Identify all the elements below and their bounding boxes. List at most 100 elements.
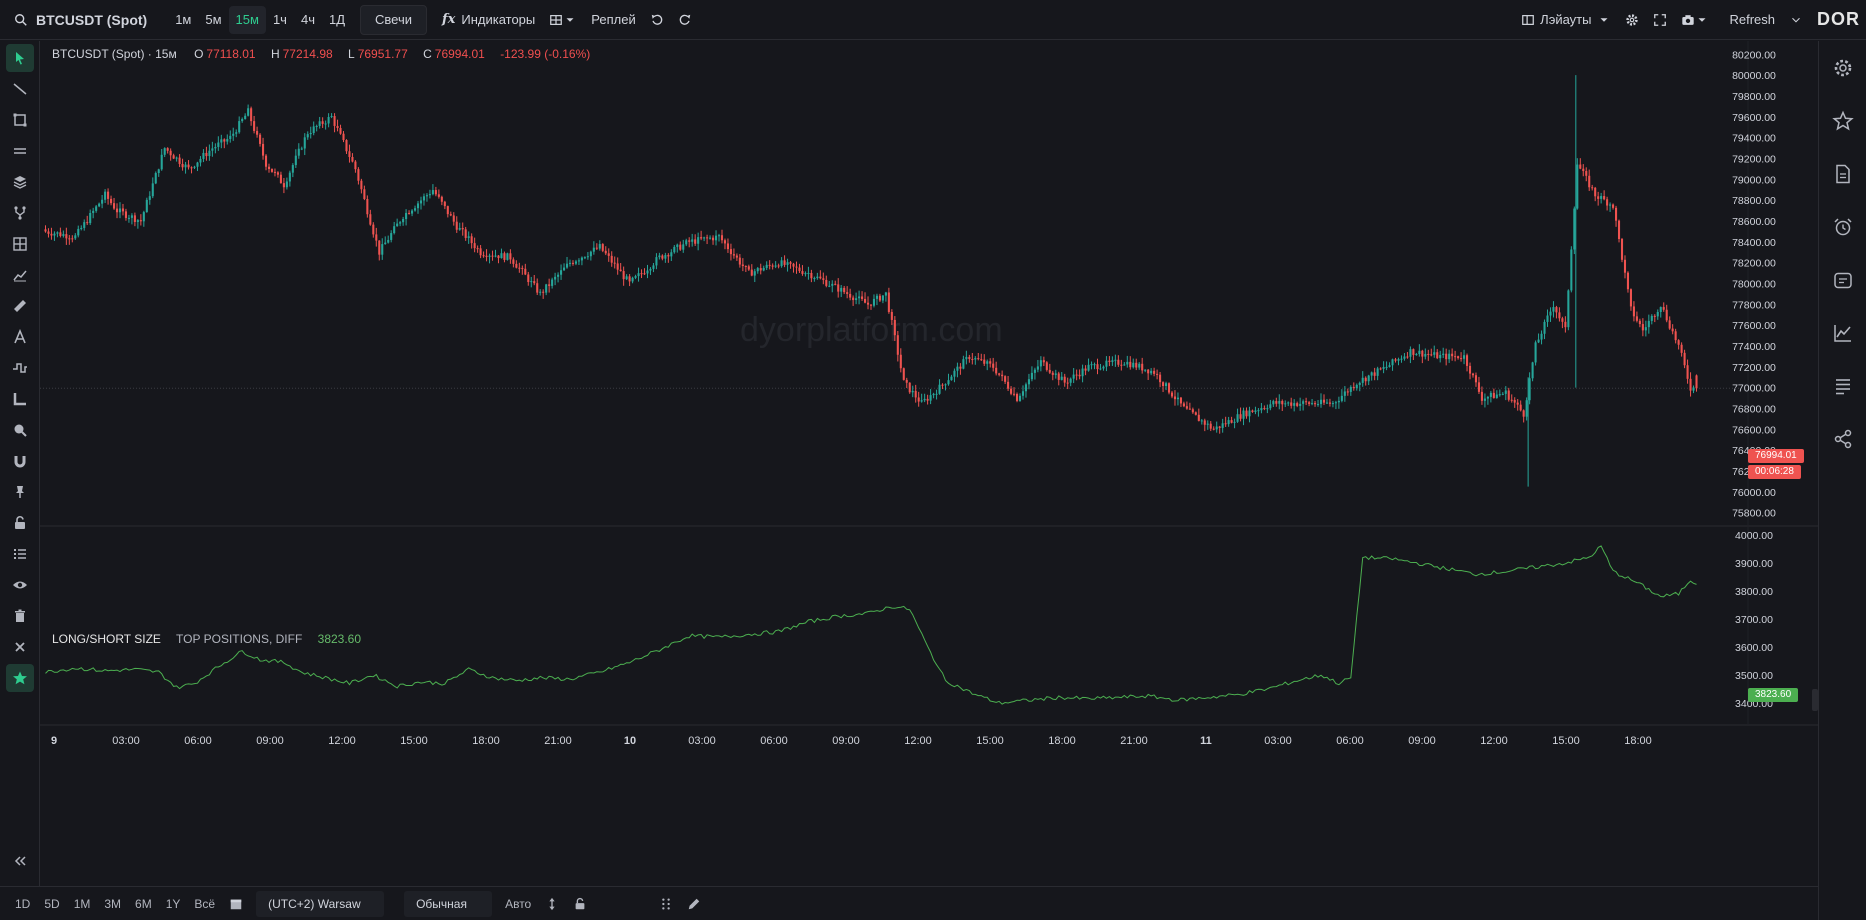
candle-body [1033, 369, 1036, 373]
candle-body [1224, 423, 1227, 425]
range-1y[interactable]: 1Y [165, 896, 181, 911]
candle-body [908, 382, 911, 393]
timeframe-15m[interactable]: 15м [228, 5, 266, 34]
candle-body [899, 354, 902, 369]
templates-button[interactable] [542, 6, 584, 34]
candle-body [694, 239, 697, 244]
candle-body [1680, 344, 1683, 353]
cursor-tool[interactable] [6, 44, 34, 72]
zoom-tool[interactable] [6, 416, 34, 444]
candle-body [187, 164, 190, 168]
collapse-toolbar[interactable] [6, 847, 34, 875]
undo-button[interactable] [643, 6, 671, 34]
candle-body [1066, 382, 1069, 384]
sidebar-watchlist[interactable] [1819, 94, 1866, 147]
timeframe-1d[interactable]: 1Д [328, 12, 346, 27]
range-1m[interactable]: 1M [73, 896, 91, 911]
candle-body [649, 268, 652, 271]
sidebar-settings[interactable] [1819, 41, 1866, 94]
refresh-button[interactable]: Refresh [1729, 12, 1775, 27]
pin-tool[interactable] [6, 478, 34, 506]
candle-body [744, 266, 747, 268]
timeframe-1h[interactable]: 1ч [272, 12, 287, 27]
timezone-select[interactable]: (UTC+2) Warsaw [256, 890, 385, 917]
pattern-tool[interactable] [6, 354, 34, 382]
candle-body [1495, 394, 1498, 398]
drag-handle[interactable] [652, 891, 680, 917]
candle-body [345, 140, 348, 152]
candle-body [1075, 374, 1078, 376]
trendline-tool[interactable] [6, 75, 34, 103]
screenshot-button[interactable] [1674, 6, 1716, 34]
sidebar-indicators[interactable] [1819, 306, 1866, 359]
chart-area[interactable]: dyorplatform.com 80200.00 80000.00 79800.0… [40, 41, 1818, 886]
sidebar-share[interactable] [1819, 412, 1866, 465]
timeframe-1m[interactable]: 1м [175, 12, 192, 27]
grid-tool[interactable] [6, 230, 34, 258]
close-tool[interactable] [6, 633, 34, 661]
range-6m[interactable]: 6M [135, 896, 152, 911]
range-1d[interactable]: 1D [15, 896, 31, 911]
layers-tool[interactable] [6, 168, 34, 196]
favorites-tool[interactable] [6, 664, 34, 692]
candle-body [247, 108, 250, 116]
candle-body [1260, 408, 1263, 411]
candle-body [1144, 369, 1147, 371]
horizontal-lines-tool[interactable] [6, 137, 34, 165]
auto-scale-button[interactable]: Авто [505, 896, 532, 911]
candle-body [384, 242, 387, 245]
sidebar-calendar[interactable] [1819, 253, 1866, 306]
timeframe-4h[interactable]: 4ч [300, 12, 315, 27]
candle-body [458, 227, 461, 230]
candle-body [971, 359, 974, 361]
chart-type-select[interactable]: Свечи [360, 4, 428, 35]
sidebar-alerts[interactable] [1819, 200, 1866, 253]
candle-body [1248, 410, 1251, 417]
symbol-search[interactable]: BTCUSDT (Spot) [0, 6, 154, 34]
fullscreen-button[interactable] [1646, 6, 1674, 34]
candle-body [1603, 196, 1606, 200]
indicator-axis-label: 3900.00 [1735, 558, 1773, 570]
delete-tool[interactable] [6, 602, 34, 630]
redo-button[interactable] [671, 6, 699, 34]
date-range-button[interactable] [222, 891, 250, 917]
candle-body [1418, 350, 1421, 355]
lock-scale-button[interactable] [566, 891, 594, 917]
candle-body [869, 304, 873, 306]
layouts-button[interactable]: Лэйауты [1514, 6, 1618, 34]
range-5d[interactable]: 5D [44, 896, 60, 911]
candle-body [1015, 394, 1019, 401]
timeframe-5m[interactable]: 5м [205, 12, 222, 27]
indicator-axis-label: 3700.00 [1735, 614, 1773, 626]
legend-low-label: L [348, 47, 355, 61]
refresh-dropdown[interactable] [1782, 6, 1810, 34]
candle-body [1659, 307, 1662, 313]
lock-tool[interactable] [6, 509, 34, 537]
fork-tool[interactable] [6, 199, 34, 227]
time-axis-label: 12:00 [1480, 735, 1508, 747]
measure-tool[interactable] [6, 385, 34, 413]
pencil-button[interactable] [680, 891, 708, 917]
candle-body [780, 260, 783, 267]
magnet-tool[interactable] [6, 447, 34, 475]
candle-body [1391, 359, 1394, 366]
chart-canvas[interactable]: 80200.00 80000.00 79800.00 79600.00 79400.00… [40, 41, 1818, 886]
settings-button[interactable] [1618, 6, 1646, 34]
forecast-tool[interactable] [6, 261, 34, 289]
indicators-button[interactable]: fx Индикаторы [435, 6, 542, 34]
sidebar-notes[interactable] [1819, 147, 1866, 200]
shapes-tool[interactable] [6, 106, 34, 134]
candle-body [437, 194, 440, 197]
text-tool[interactable] [6, 323, 34, 351]
scale-arrows-button[interactable] [538, 891, 566, 917]
scale-mode-select[interactable]: Обычная [404, 890, 493, 917]
brush-tool[interactable] [6, 292, 34, 320]
visibility-tool[interactable] [6, 571, 34, 599]
range-3m[interactable]: 3M [104, 896, 122, 911]
replay-button[interactable]: Реплей [591, 12, 636, 27]
sidebar-filters[interactable] [1819, 359, 1866, 412]
object-tree-tool[interactable] [6, 540, 34, 568]
range-all[interactable]: Всё [194, 896, 216, 911]
candle-body [1314, 403, 1317, 405]
candle-body [488, 255, 491, 257]
